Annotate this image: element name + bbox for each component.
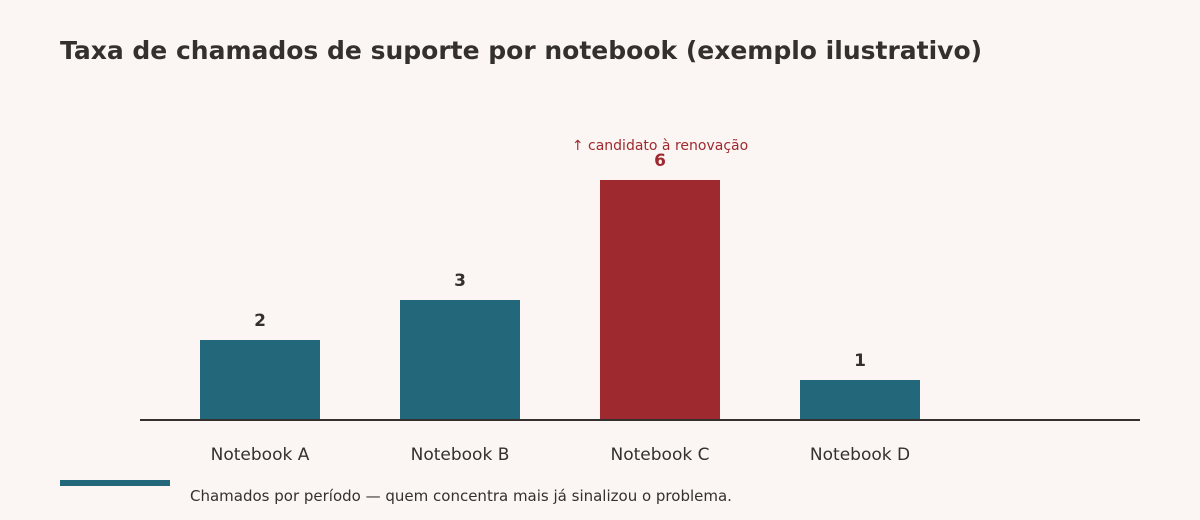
bar-notebook-d	[800, 380, 920, 420]
value-label: 3	[454, 271, 466, 291]
annotation-text: ↑ candidato à renovação	[572, 138, 748, 154]
value-label: 1	[854, 351, 866, 371]
category-label: Notebook A	[211, 445, 310, 465]
category-label: Notebook D	[810, 445, 910, 465]
value-label: 2	[254, 311, 266, 331]
bar-notebook-b	[400, 300, 520, 420]
legend-swatch	[60, 480, 170, 486]
category-label: Notebook B	[411, 445, 510, 465]
category-label: Notebook C	[611, 445, 710, 465]
legend-text: Chamados por período — quem concentra ma…	[190, 487, 732, 505]
chart-title: Taxa de chamados de suporte por notebook…	[60, 36, 983, 65]
value-label: 6	[654, 151, 666, 171]
bar-notebook-c	[600, 180, 720, 420]
bar-notebook-a	[200, 340, 320, 420]
